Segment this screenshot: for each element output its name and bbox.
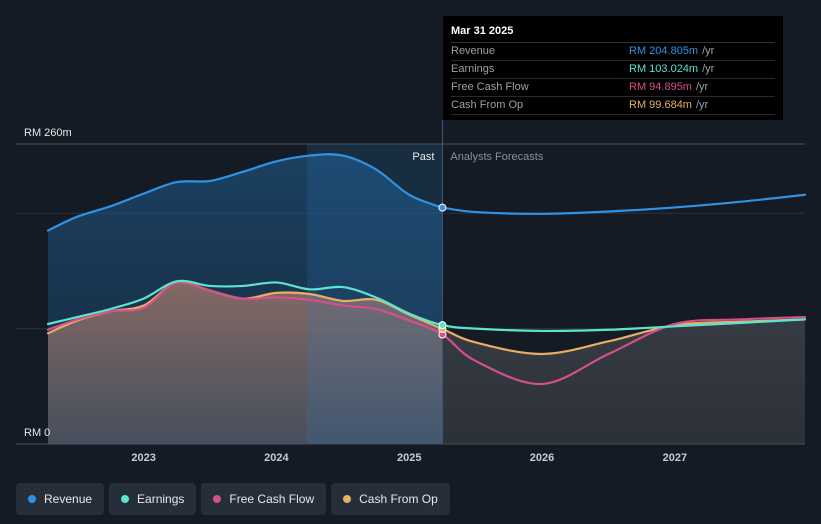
tooltip-label: Free Cash Flow <box>451 81 529 93</box>
past-highlight-band <box>306 144 443 444</box>
x-tick-label: 2024 <box>264 452 289 464</box>
legend-dot-icon <box>213 495 222 503</box>
legend-label: Cash From Op <box>359 492 438 506</box>
tooltip-value: RM 99.684m <box>629 99 692 111</box>
legend-item-free-cash-flow[interactable]: Free Cash Flow <box>201 483 327 515</box>
x-tick-label: 2023 <box>131 452 155 464</box>
legend-label: Earnings <box>137 492 185 506</box>
tooltip-value: RM 103.024m <box>629 63 699 75</box>
legend-label: Free Cash Flow <box>229 492 315 506</box>
tooltip-label: Cash From Op <box>451 99 524 111</box>
tooltip-unit: /yr <box>695 99 709 111</box>
tooltip-label: Earnings <box>451 63 495 75</box>
tooltip-unit: /yr <box>702 63 715 75</box>
cash-from-op-line <box>46 280 807 356</box>
tooltip-label: Revenue <box>451 45 496 57</box>
tooltip-row-free-cash-flow: Free Cash Flow RM 94.895m/yr <box>451 79 775 97</box>
earnings-marker <box>438 321 447 330</box>
tooltip-date: Mar 31 2025 <box>451 24 775 43</box>
revenue-line <box>46 153 444 232</box>
cash-from-op-area <box>48 281 443 444</box>
tooltip-row-revenue: Revenue RM 204.805m/yr <box>451 43 775 61</box>
past-label: Past <box>412 151 434 163</box>
free-cash-flow-line <box>46 280 807 386</box>
earnings-line <box>46 279 807 333</box>
legend-label: Revenue <box>44 492 93 506</box>
legend-dot-icon <box>121 495 130 503</box>
legend-item-earnings[interactable]: Earnings <box>109 483 197 515</box>
y-axis-top-label: RM 260m <box>24 127 72 139</box>
x-tick-label: 2026 <box>530 452 554 464</box>
revenue-marker <box>438 203 447 212</box>
tooltip-value: RM 204.805m <box>629 45 699 57</box>
x-tick-label: 2025 <box>397 452 421 464</box>
hover-tooltip: Mar 31 2025 Revenue RM 204.805m/yr Earni… <box>443 16 783 120</box>
chart-legend: Revenue Earnings Free Cash Flow Cash Fro… <box>16 483 455 515</box>
legend-dot-icon <box>28 495 36 503</box>
forecast-label: Analysts Forecasts <box>450 151 543 163</box>
x-tick-label: 2027 <box>663 452 687 464</box>
tooltip-row-cash-from-op: Cash From Op RM 99.684m/yr <box>451 97 775 115</box>
y-axis-bottom-label: RM 0 <box>24 427 50 439</box>
tooltip-value: RM 94.895m <box>629 81 692 93</box>
tooltip-unit: /yr <box>702 45 715 57</box>
tooltip-unit: /yr <box>695 81 709 93</box>
legend-dot-icon <box>343 495 352 503</box>
legend-item-revenue[interactable]: Revenue <box>16 483 105 515</box>
cash-from-op-forecast-area <box>442 319 805 444</box>
revenue-forecast-line <box>441 193 807 215</box>
tooltip-row-earnings: Earnings RM 103.024m/yr <box>451 61 775 79</box>
legend-item-cash-from-op[interactable]: Cash From Op <box>331 483 450 515</box>
